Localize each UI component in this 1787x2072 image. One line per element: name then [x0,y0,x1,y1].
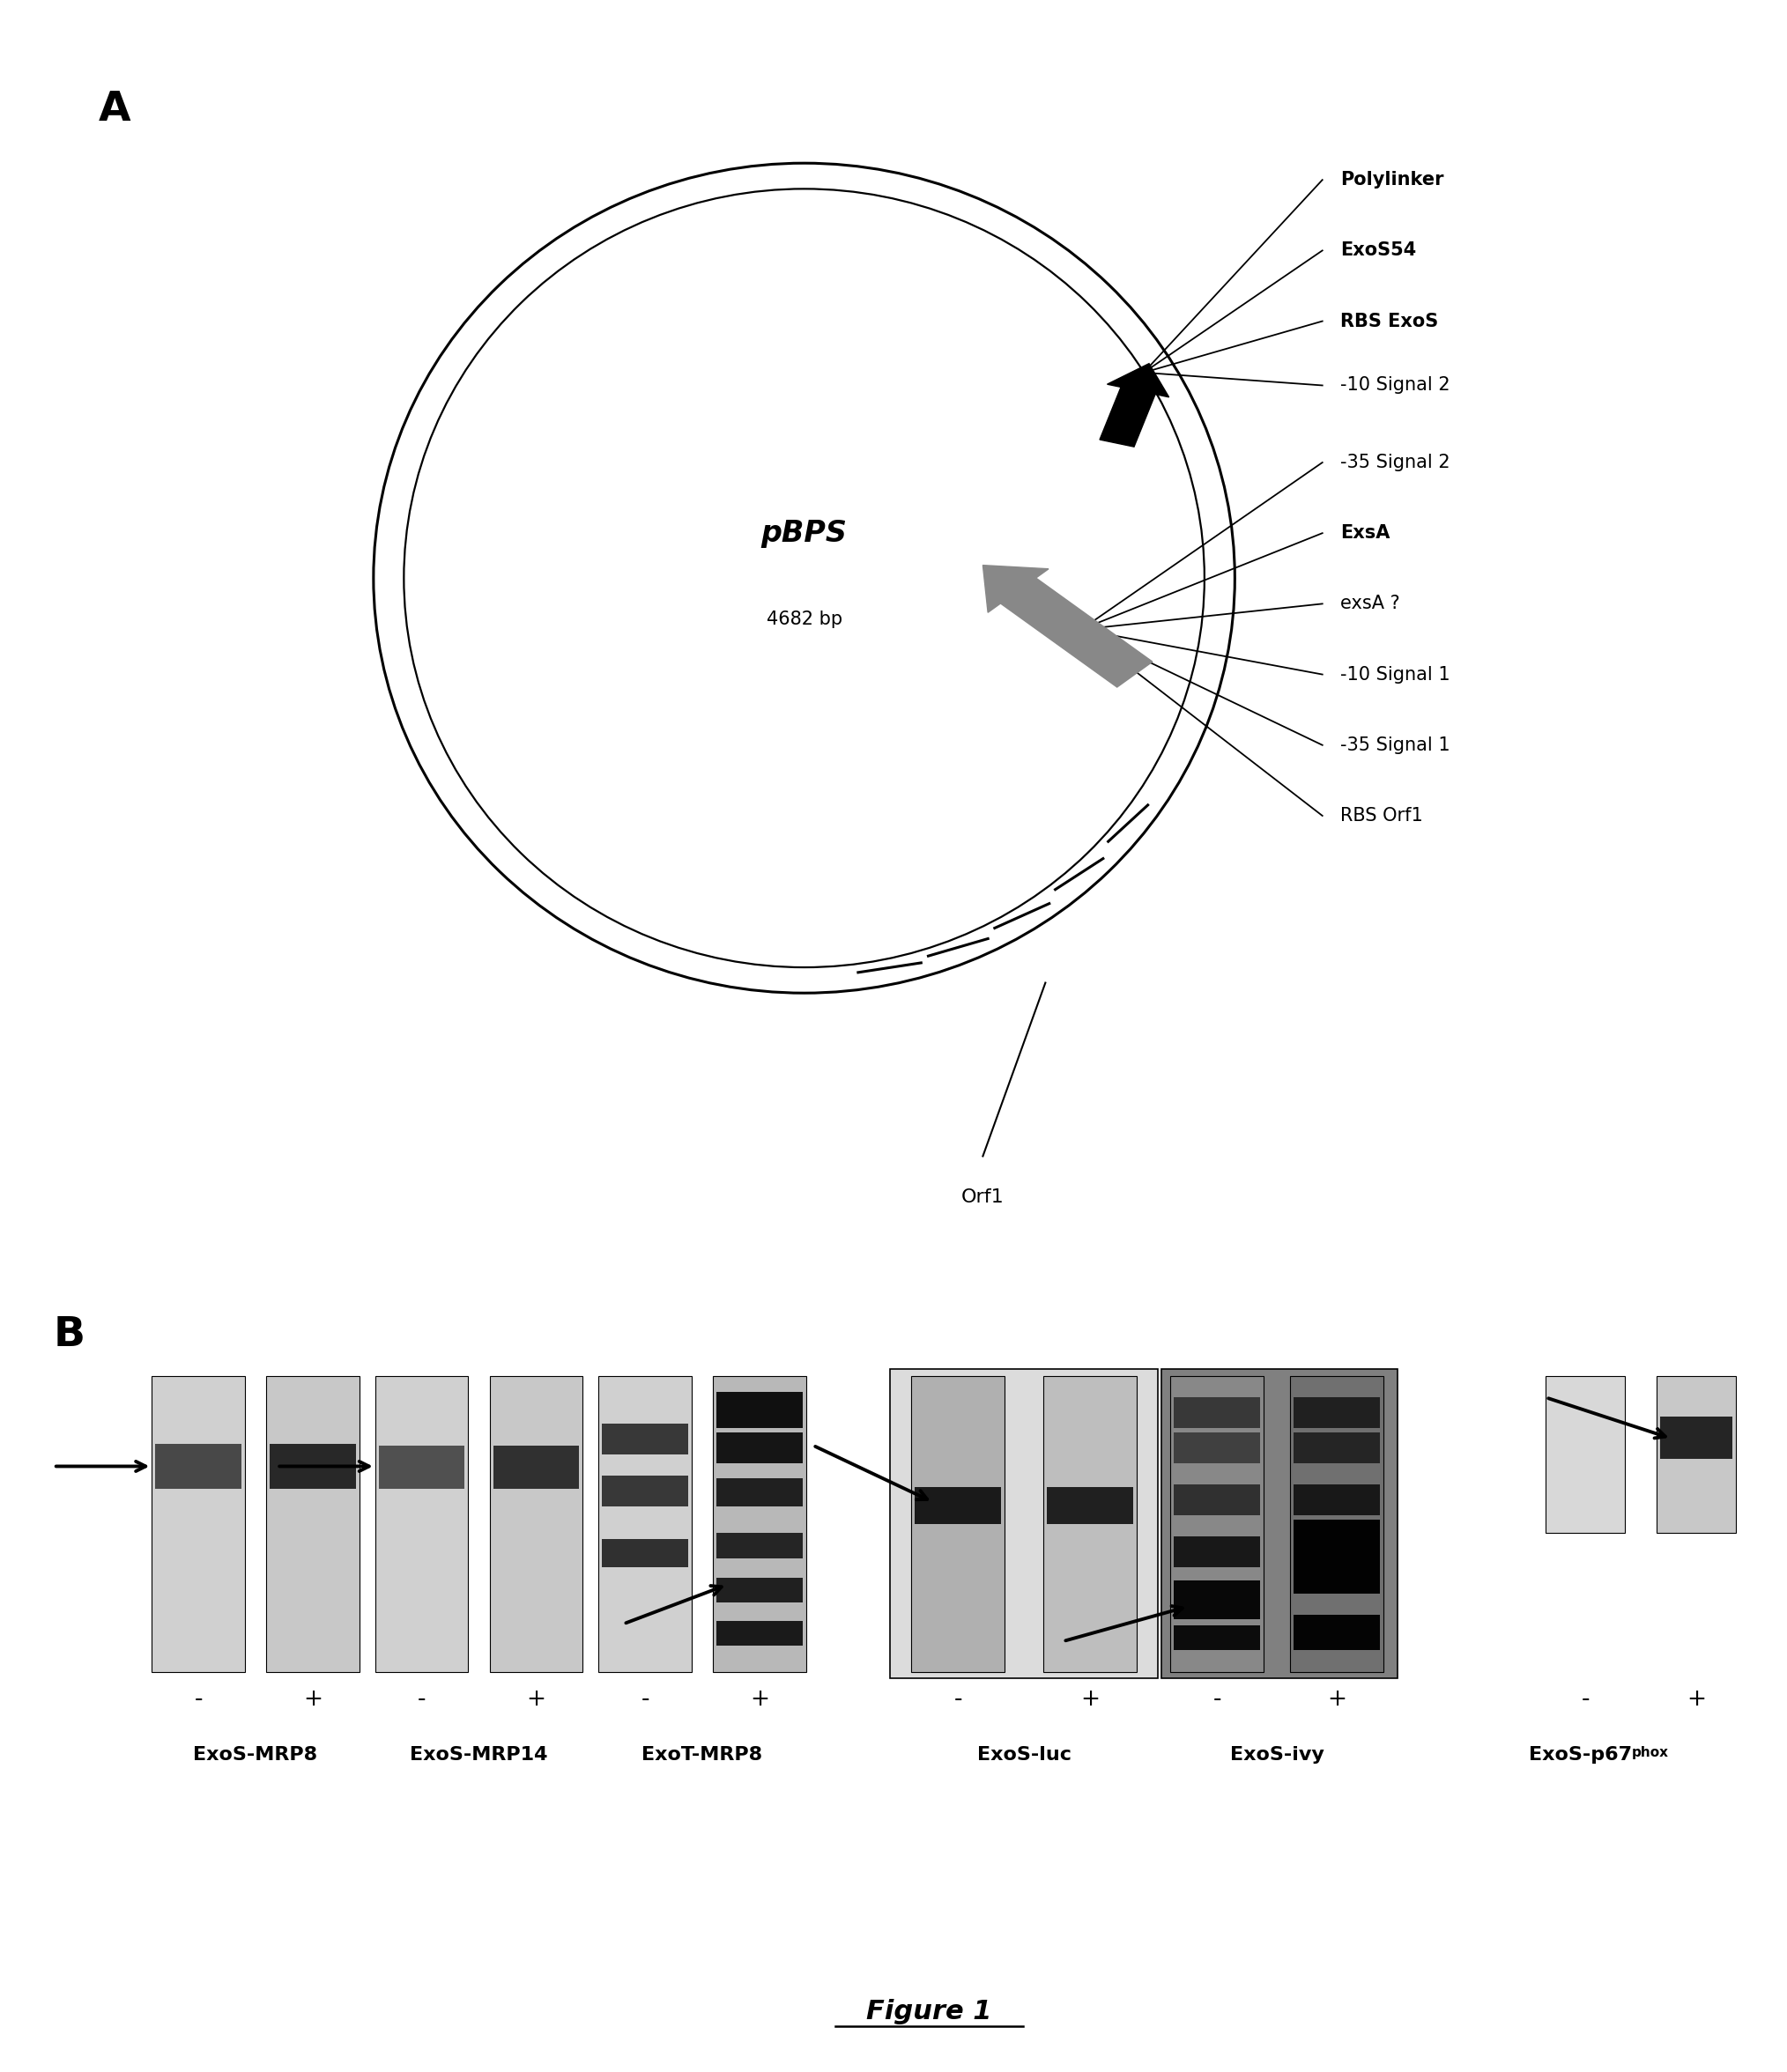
Bar [717,1392,802,1428]
Text: ExoS-MRP8: ExoS-MRP8 [193,1745,318,1763]
Text: Orf1: Orf1 [961,1189,1004,1206]
Text: pBPS: pBPS [761,518,847,547]
Text: Polylinker: Polylinker [1340,172,1444,189]
Bar [1174,1432,1260,1463]
Bar [1174,1627,1260,1649]
Bar [1162,1370,1397,1678]
Text: B: B [54,1316,86,1355]
Bar [490,1376,583,1672]
Text: -: - [1581,1689,1589,1711]
Bar [1294,1616,1380,1649]
Bar [1660,1417,1732,1459]
Text: -: - [642,1689,649,1711]
Bar [915,1488,1001,1523]
Text: ExoS-luc: ExoS-luc [977,1745,1070,1763]
Text: +: + [1081,1689,1099,1711]
Text: ExoT-MRP8: ExoT-MRP8 [642,1745,763,1763]
Text: -: - [954,1689,961,1711]
Bar [375,1376,468,1672]
Text: -35 Signal 1: -35 Signal 1 [1340,736,1449,754]
Bar [911,1376,1004,1672]
Bar [890,1370,1158,1678]
Text: phox: phox [1632,1745,1669,1759]
Bar [1546,1376,1624,1533]
Text: ExsA: ExsA [1340,524,1390,543]
Text: RBS Orf1: RBS Orf1 [1340,806,1422,825]
Text: ExoS-p67: ExoS-p67 [1528,1745,1632,1763]
Bar [602,1423,688,1455]
Text: ExoS-MRP14: ExoS-MRP14 [409,1745,549,1763]
Text: +: + [527,1689,545,1711]
Bar [1294,1484,1380,1515]
Text: 4682 bp: 4682 bp [767,611,842,628]
Bar [1044,1376,1137,1672]
Bar [717,1533,802,1558]
Text: ExoS54: ExoS54 [1340,242,1417,259]
Bar [599,1376,692,1672]
Bar [713,1376,806,1672]
Text: +: + [304,1689,322,1711]
Text: +: + [1328,1687,1346,1705]
Text: RBS ExoS: RBS ExoS [1340,313,1439,329]
Text: -35 Signal 2: -35 Signal 2 [1340,454,1449,470]
Bar [1290,1376,1383,1672]
Bar [155,1444,241,1490]
Text: ExoS-ivy: ExoS-ivy [1229,1745,1324,1763]
Text: -10 Signal 2: -10 Signal 2 [1340,377,1449,394]
Bar [379,1446,465,1490]
FancyArrow shape [983,566,1153,688]
Text: exsA ?: exsA ? [1340,595,1399,613]
Text: Figure 1: Figure 1 [867,1999,992,2024]
Bar [717,1479,802,1506]
Bar [717,1620,802,1645]
Text: +: + [1328,1689,1346,1711]
Text: -: - [1213,1689,1221,1711]
Bar [1170,1376,1263,1672]
Bar [1657,1376,1735,1533]
Bar [1174,1484,1260,1515]
Bar [1174,1537,1260,1566]
Bar [602,1475,688,1506]
FancyArrow shape [1099,363,1169,448]
Bar [602,1539,688,1566]
Bar [152,1376,245,1672]
Bar [1294,1519,1380,1593]
Text: -10 Signal 1: -10 Signal 1 [1340,665,1449,684]
Bar [1047,1488,1133,1523]
Bar [493,1446,579,1490]
Text: A: A [98,89,130,131]
Bar [1174,1581,1260,1620]
Bar [1174,1399,1260,1428]
Bar [266,1376,359,1672]
Text: -: - [195,1689,202,1711]
Bar [717,1577,802,1602]
Text: +: + [1687,1689,1707,1711]
Text: -: - [418,1689,425,1711]
Bar [1294,1399,1380,1428]
Bar [270,1444,356,1490]
Text: +: + [751,1689,768,1711]
Bar [717,1432,802,1463]
Bar [1294,1432,1380,1463]
